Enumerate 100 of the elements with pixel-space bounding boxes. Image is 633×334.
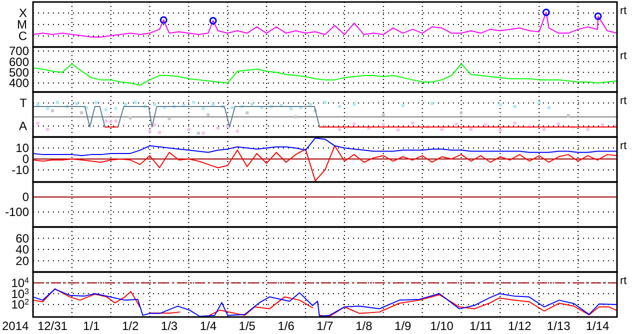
point	[212, 102, 215, 106]
point	[246, 111, 249, 114]
point	[206, 113, 210, 116]
point	[153, 123, 156, 126]
point	[513, 105, 516, 108]
point	[236, 130, 239, 133]
point	[289, 107, 292, 110]
x-tick-label: 1/8	[356, 319, 373, 333]
point	[46, 128, 50, 131]
point	[538, 100, 541, 104]
point	[109, 120, 112, 124]
point	[231, 106, 234, 110]
point	[382, 113, 385, 116]
point	[216, 126, 220, 130]
point	[454, 122, 458, 126]
point	[542, 8, 550, 16]
point	[160, 16, 168, 24]
point	[94, 100, 98, 104]
point	[114, 107, 118, 110]
point	[308, 102, 312, 106]
y-tick-label: 0	[22, 190, 30, 204]
point	[324, 100, 326, 104]
point	[430, 102, 434, 105]
point	[187, 128, 190, 131]
point	[547, 106, 550, 110]
line-series	[32, 63, 618, 86]
x-tick-label: 1/3	[160, 319, 178, 333]
point	[209, 16, 217, 24]
point	[470, 128, 472, 131]
point	[542, 128, 546, 131]
point	[80, 111, 84, 114]
text: T	[20, 96, 28, 110]
text: rt	[620, 5, 627, 17]
point	[56, 100, 59, 104]
point	[148, 130, 152, 133]
y-tick-label: 10$^{2}$	[11, 297, 30, 312]
point	[484, 123, 488, 126]
point	[36, 122, 40, 125]
x-tick-label: 1/1	[83, 319, 100, 333]
point	[382, 123, 385, 126]
point	[50, 109, 54, 112]
x-tick-label: 1/4	[200, 319, 217, 333]
point	[226, 124, 230, 128]
point	[460, 111, 463, 114]
point	[114, 120, 118, 123]
text: X	[18, 6, 27, 20]
point	[401, 104, 404, 107]
point	[158, 131, 162, 134]
x-tick-label: 1/10	[430, 319, 454, 333]
point	[153, 102, 156, 106]
line-series	[32, 138, 618, 156]
point	[168, 117, 171, 120]
point	[36, 102, 40, 106]
point	[192, 100, 196, 104]
point	[104, 108, 108, 112]
text: A	[18, 119, 27, 134]
point	[557, 122, 560, 126]
point	[586, 128, 590, 131]
text: M	[17, 18, 27, 32]
point	[202, 107, 205, 110]
text: C	[18, 29, 28, 44]
x-tick-label: 1/12	[508, 319, 532, 333]
x-tick-label: 1/5	[238, 319, 256, 333]
y-tick-label: -100	[4, 205, 30, 220]
point	[498, 128, 502, 132]
x-tick-label: 12/31	[37, 319, 68, 333]
point	[134, 100, 137, 104]
point	[196, 132, 200, 135]
point	[594, 12, 602, 20]
point	[250, 102, 254, 106]
text: rt	[620, 140, 627, 152]
x-axis-title: 2014	[2, 319, 30, 333]
point	[104, 120, 108, 123]
text: rt	[620, 95, 627, 107]
point	[498, 102, 502, 106]
y-tick-label: 60	[16, 231, 30, 246]
point	[440, 128, 444, 131]
point	[338, 105, 342, 108]
point	[411, 122, 414, 125]
point	[294, 115, 298, 118]
line-series	[32, 145, 618, 182]
point	[513, 122, 516, 125]
point	[600, 123, 604, 126]
x-tick-label: 1/11	[470, 319, 492, 333]
text: rt	[620, 275, 627, 287]
x-tick-label: 1/7	[316, 319, 334, 333]
point	[46, 107, 50, 110]
x-tick-label: 1/2	[122, 319, 139, 333]
point	[202, 132, 205, 135]
point	[75, 102, 78, 105]
point	[128, 116, 132, 120]
point	[352, 102, 356, 106]
point	[566, 114, 570, 118]
x-tick-label: 1/9	[394, 319, 412, 333]
x-tick-label: 1/6	[278, 319, 295, 333]
x-tick-label: 1/14	[586, 319, 610, 333]
point	[352, 122, 356, 126]
x-tick-label: 1/13	[546, 319, 571, 333]
text: rt	[620, 50, 627, 62]
point	[124, 102, 127, 106]
